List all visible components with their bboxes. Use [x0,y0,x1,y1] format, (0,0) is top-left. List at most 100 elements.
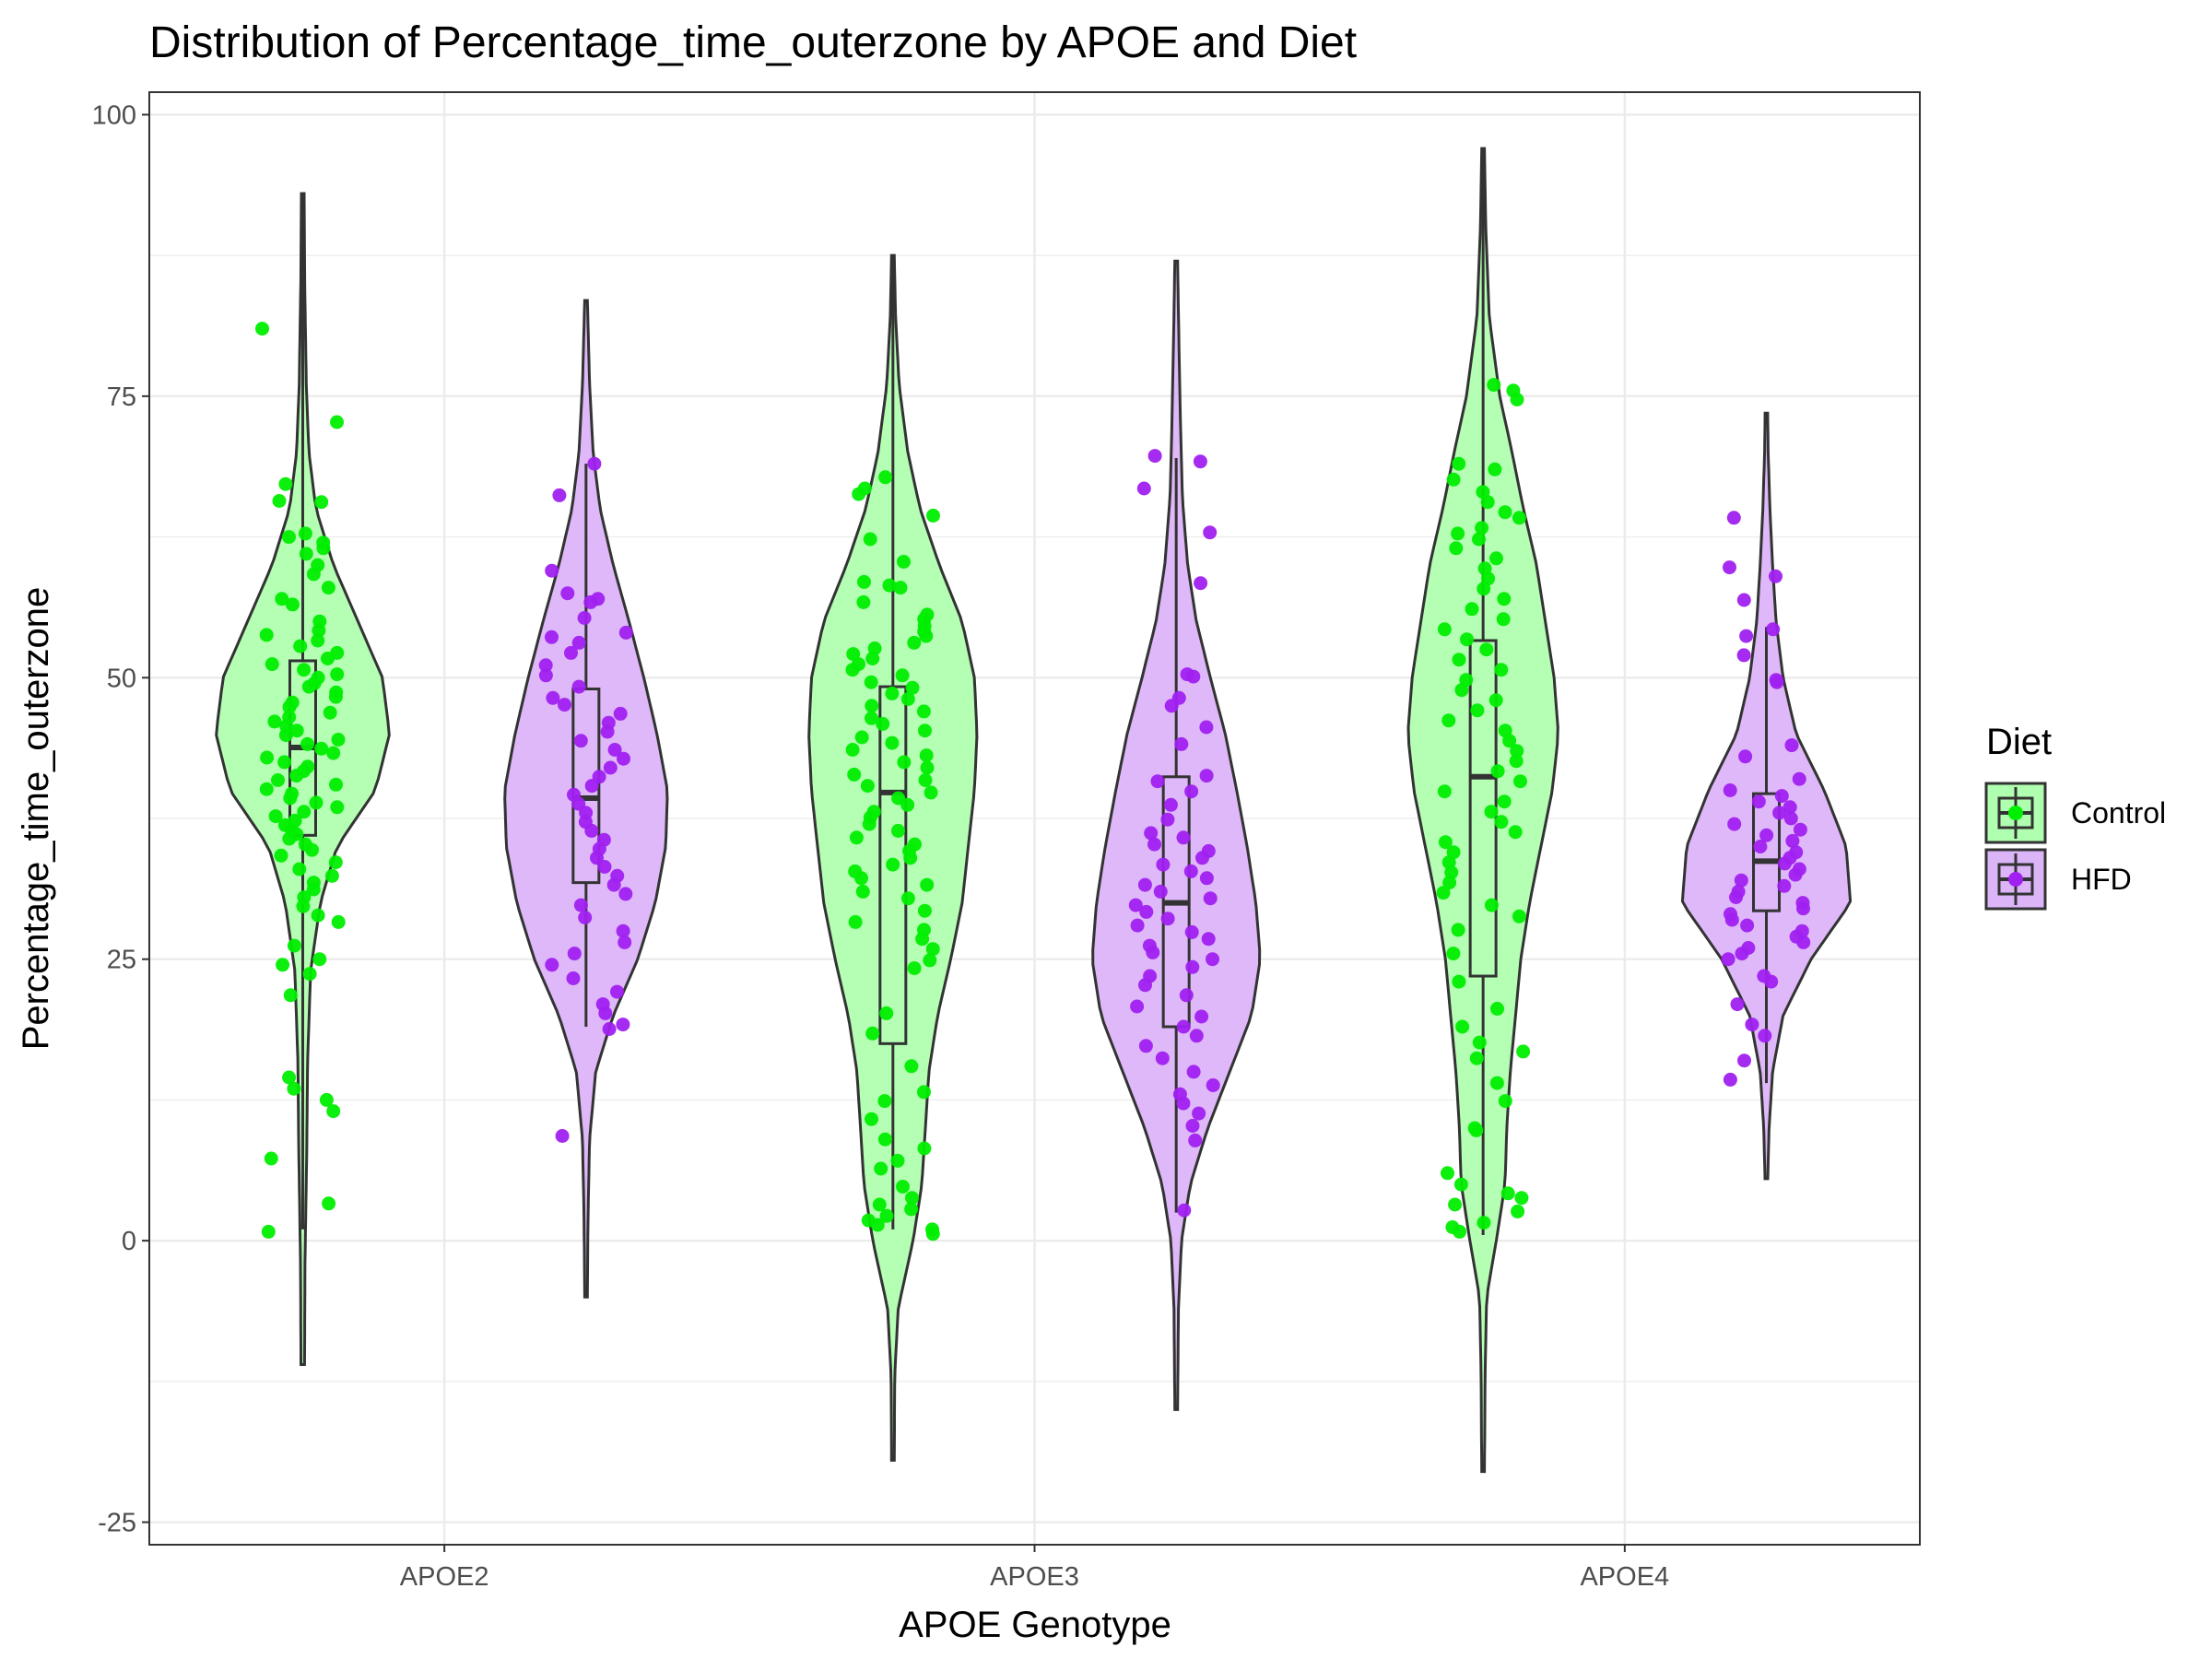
legend-label-control: Control [2071,796,2166,830]
data-point [1199,871,1214,886]
data-point [1155,1051,1170,1065]
box-iqr [571,688,601,885]
data-point [606,877,621,892]
data-point [1195,851,1209,865]
data-point [1186,669,1201,684]
data-point [1128,898,1143,912]
data-point [1477,582,1491,596]
data-point [1488,462,1502,477]
data-point [305,842,319,857]
legend-label-hfd: HFD [2071,863,2132,896]
data-point [1452,456,1466,471]
data-point [1511,1204,1525,1218]
data-point [920,760,935,775]
data-point [1136,481,1151,496]
data-point [1510,393,1524,406]
chart-title: Distribution of Percentage_time_outerzon… [149,18,1357,67]
data-point [1164,699,1179,713]
data-point [1737,1053,1751,1068]
data-point [292,862,307,877]
data-point [1738,749,1753,764]
y-tick-label: 50 [107,664,136,693]
data-point [915,932,930,947]
data-point [558,698,571,712]
data-point [1203,891,1218,906]
data-point [1453,1177,1468,1192]
data-point [845,743,860,757]
data-point [1206,952,1219,967]
data-point [1510,744,1524,759]
data-point [1185,959,1200,974]
data-point [545,563,559,578]
y-tick-label: 0 [122,1227,136,1256]
data-point [1739,629,1754,643]
data-point [603,760,618,775]
data-point [860,779,875,794]
data-point [314,741,329,756]
data-point [923,953,937,968]
data-point [298,526,312,541]
data-point [1199,720,1214,735]
data-point [261,1224,276,1239]
data-point [1759,828,1774,842]
data-point [1179,988,1194,1003]
data-point [618,935,632,949]
data-point [1783,811,1798,826]
data-point [571,679,586,694]
data-point [255,322,269,336]
data-point [329,777,343,792]
box-iqr [1752,792,1782,912]
data-point [560,586,575,601]
data-point [306,882,321,897]
data-point [1184,924,1199,939]
data-point [264,1151,278,1166]
data-point [1469,1123,1484,1137]
data-point [1494,815,1509,830]
data-point [283,988,298,1003]
data-point [616,924,630,938]
x-tick-label: APOE3 [990,1562,1079,1592]
data-point [297,805,312,819]
data-point [905,680,920,695]
data-point [885,686,900,700]
data-point [1745,1018,1759,1032]
data-point [311,908,325,923]
data-point [1736,593,1751,607]
data-point [1446,472,1461,487]
data-point [1723,1072,1737,1087]
data-point [607,743,622,757]
data-point [1153,884,1168,899]
data-point [1500,1186,1515,1201]
data-point [1453,1224,1467,1239]
data-point [876,716,890,731]
data-point [1177,1203,1192,1218]
data-point [545,958,559,972]
data-point [1490,1002,1504,1016]
data-point [1460,632,1474,647]
data-point [1498,1094,1512,1109]
data-point [919,748,934,763]
data-point [1441,1166,1454,1181]
data-point [854,871,868,886]
data-point [845,663,860,677]
data-point [306,567,321,582]
data-point [555,1129,570,1143]
data-point [1160,812,1175,827]
data-point [1139,904,1154,919]
data-point [272,494,287,508]
data-point [886,857,900,872]
data-point [1751,794,1766,809]
data-point [1490,764,1505,779]
data-point [316,541,331,556]
data-point [926,508,940,523]
data-point [1736,648,1751,663]
data-point [275,592,289,606]
data-point [1194,1009,1209,1024]
data-point [854,730,869,745]
data-point [900,891,915,906]
data-point [1469,1051,1484,1065]
data-point [1513,774,1527,789]
data-point [1455,1019,1470,1034]
data-point [311,633,325,648]
